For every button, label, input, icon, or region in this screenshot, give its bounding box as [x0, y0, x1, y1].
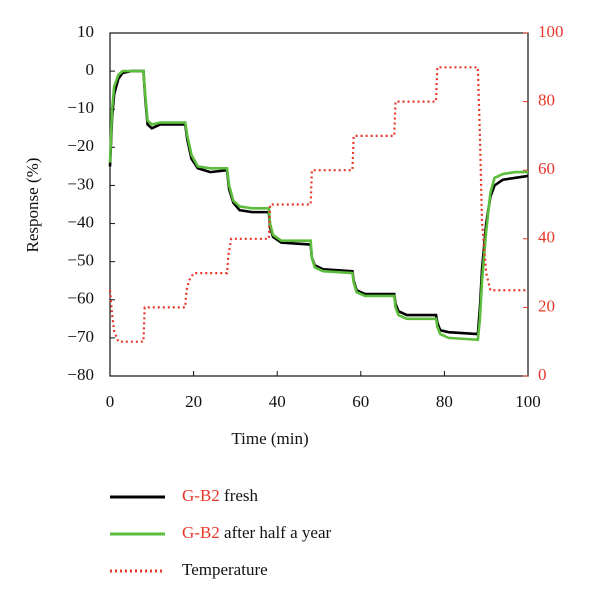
y2-tick-label: 60 — [538, 159, 555, 178]
y2-tick-label: 40 — [538, 228, 555, 247]
y-tick-label: −30 — [67, 174, 94, 193]
series-line — [108, 69, 528, 342]
y-tick-label: −40 — [67, 212, 94, 231]
legend-label: G-B2 after half a year — [182, 523, 331, 542]
y-tick-label: −10 — [67, 98, 94, 117]
legend-label: Temperature — [182, 560, 268, 579]
y2-tick-label: 100 — [538, 22, 564, 41]
y-tick-label: −80 — [67, 365, 94, 384]
legend-label: G-B2 fresh — [182, 486, 259, 505]
y2-tick-label: 20 — [538, 296, 555, 315]
x-tick-label: 100 — [515, 392, 541, 411]
series-line — [108, 69, 529, 336]
y-tick-label: 0 — [86, 60, 95, 79]
x-tick-label: 0 — [106, 392, 115, 411]
x-tick-label: 80 — [436, 392, 453, 411]
series-line — [108, 66, 528, 343]
x-tick-label: 60 — [352, 392, 369, 411]
x-axis-label: Time (min) — [231, 429, 308, 448]
y-axis-label: Response (%) — [23, 158, 42, 253]
y-tick-label: −60 — [67, 289, 94, 308]
y-tick-label: 10 — [77, 22, 94, 41]
y-tick-label: −70 — [67, 327, 94, 346]
plot-frame — [109, 32, 529, 377]
x-tick-label: 40 — [269, 392, 286, 411]
y2-tick-label: 0 — [538, 365, 547, 384]
x-tick-label: 20 — [185, 392, 202, 411]
y2-tick-label: 80 — [538, 91, 555, 110]
y-tick-label: −50 — [67, 251, 94, 270]
y-tick-label: −20 — [67, 136, 94, 155]
